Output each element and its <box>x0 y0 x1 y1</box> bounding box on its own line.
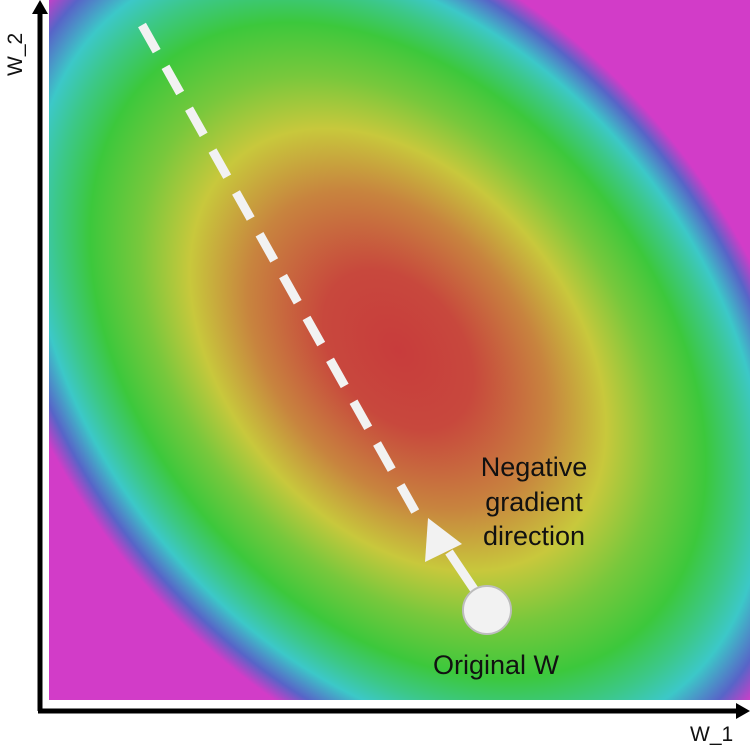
gradient-annotation: Negative gradient direction <box>481 452 588 551</box>
y-axis-arrow-icon <box>32 0 48 14</box>
y-axis-label: W_2 <box>4 33 27 76</box>
point-label: Original W <box>433 650 560 680</box>
gradient-label-line-2: gradient <box>485 487 583 517</box>
arrow-up-icon <box>425 518 462 562</box>
original-w-point[interactable] <box>462 585 512 635</box>
loss-surface <box>49 0 750 700</box>
gradient-label-line-1: Negative <box>481 452 588 482</box>
x-axis-arrow-icon <box>736 703 750 719</box>
x-axis-label: W_1 <box>690 723 733 746</box>
gradient-label-line-3: direction <box>483 521 585 551</box>
